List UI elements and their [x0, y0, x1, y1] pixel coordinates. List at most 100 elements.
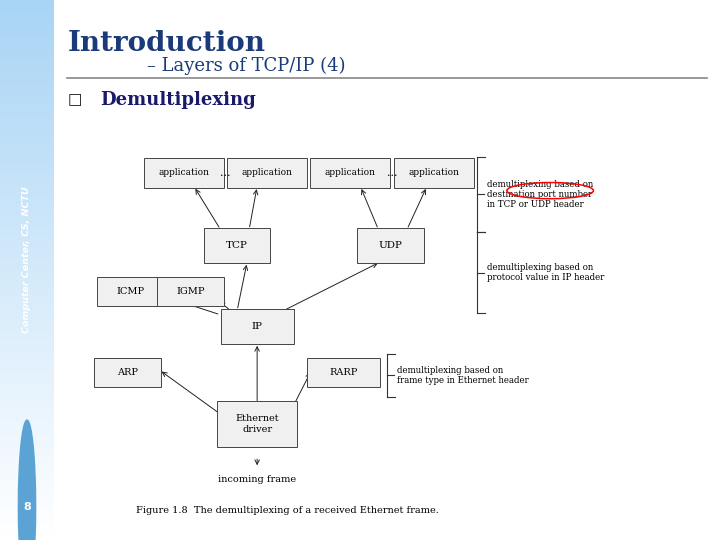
Bar [0, 40, 54, 43]
Bar [0, 62, 54, 65]
Bar [0, 410, 54, 413]
FancyBboxPatch shape [97, 276, 164, 306]
Bar [0, 324, 54, 327]
FancyBboxPatch shape [220, 309, 294, 345]
Bar [0, 189, 54, 192]
Bar [0, 103, 54, 105]
Bar [0, 451, 54, 454]
FancyBboxPatch shape [307, 358, 380, 388]
Bar [0, 529, 54, 532]
Bar [0, 532, 54, 535]
Bar [0, 243, 54, 246]
Text: application: application [325, 168, 376, 177]
Bar [0, 224, 54, 227]
Bar [0, 286, 54, 289]
Bar [0, 89, 54, 92]
Bar [0, 178, 54, 181]
Text: ICMP: ICMP [117, 287, 145, 296]
Bar [0, 254, 54, 256]
Bar [0, 405, 54, 408]
Bar [0, 370, 54, 373]
Bar [0, 518, 54, 521]
Bar [0, 467, 54, 470]
Bar [0, 346, 54, 348]
Bar [0, 421, 54, 424]
Bar [0, 500, 54, 502]
Text: ARP: ARP [117, 368, 138, 377]
Bar [0, 502, 54, 505]
Bar [0, 176, 54, 178]
Bar [0, 211, 54, 213]
Bar [0, 138, 54, 140]
FancyBboxPatch shape [357, 228, 423, 263]
Text: demultiplexing based on
destination port number
in TCP or UDP header: demultiplexing based on destination port… [487, 179, 593, 210]
Bar [0, 302, 54, 305]
Bar [0, 32, 54, 35]
Bar [0, 76, 54, 78]
Bar [0, 208, 54, 211]
Bar [0, 19, 54, 22]
Bar [0, 292, 54, 294]
Bar [0, 510, 54, 513]
FancyBboxPatch shape [204, 228, 271, 263]
Text: □: □ [68, 92, 81, 107]
Bar [0, 16, 54, 19]
Bar [0, 38, 54, 40]
Bar [0, 227, 54, 229]
Bar [0, 356, 54, 359]
Bar [0, 448, 54, 451]
Bar [0, 43, 54, 46]
Bar [0, 362, 54, 364]
Bar [0, 481, 54, 483]
Bar [0, 246, 54, 248]
Bar [0, 186, 54, 189]
Bar [0, 148, 54, 151]
Bar [0, 135, 54, 138]
Text: 8: 8 [23, 502, 31, 511]
Bar [0, 432, 54, 435]
Bar [0, 494, 54, 497]
Bar [0, 165, 54, 167]
Bar [0, 57, 54, 59]
Bar [0, 202, 54, 205]
Text: UDP: UDP [379, 241, 402, 250]
Bar [0, 238, 54, 240]
Bar [0, 400, 54, 402]
Bar [0, 497, 54, 500]
Bar [0, 22, 54, 24]
Bar [0, 27, 54, 30]
Bar [0, 456, 54, 459]
Bar [0, 143, 54, 146]
Bar [0, 221, 54, 224]
Bar [0, 127, 54, 130]
Text: IP: IP [251, 322, 263, 331]
Bar [0, 251, 54, 254]
Text: application: application [242, 168, 292, 177]
Bar [0, 335, 54, 338]
Bar [0, 424, 54, 427]
Bar [0, 111, 54, 113]
FancyBboxPatch shape [310, 158, 390, 187]
Bar [0, 113, 54, 116]
Bar [0, 270, 54, 273]
Bar [0, 184, 54, 186]
Bar [0, 475, 54, 478]
Bar [0, 489, 54, 491]
Bar [0, 97, 54, 100]
Bar [0, 240, 54, 243]
Bar [0, 157, 54, 159]
Bar [0, 146, 54, 148]
Bar [0, 167, 54, 170]
Bar [0, 394, 54, 397]
Bar [0, 381, 54, 383]
Bar [0, 86, 54, 89]
Bar [0, 59, 54, 62]
Text: – Layers of TCP/IP (4): – Layers of TCP/IP (4) [148, 57, 346, 75]
Text: IGMP: IGMP [176, 287, 204, 296]
Bar [0, 230, 54, 232]
Bar [0, 462, 54, 464]
Bar [0, 435, 54, 437]
Text: ...: ... [220, 168, 230, 178]
Bar [0, 162, 54, 165]
Bar [0, 73, 54, 76]
